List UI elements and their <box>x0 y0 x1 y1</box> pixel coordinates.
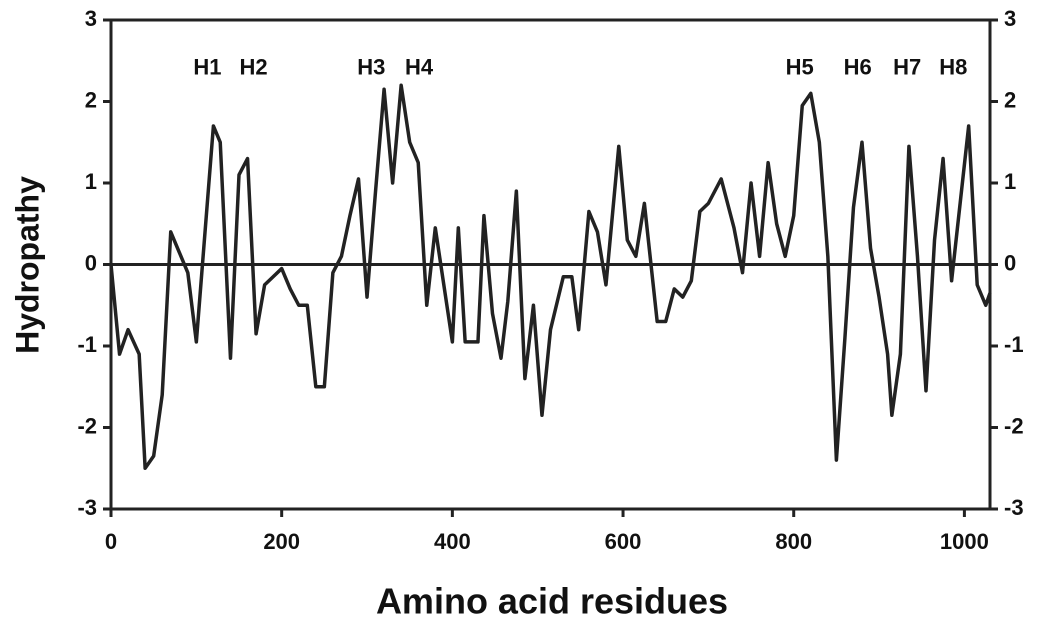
x-tick-label: 400 <box>434 529 471 554</box>
y-tick-label: -3 <box>77 495 97 520</box>
x-axis-label: Amino acid residues <box>376 581 728 622</box>
y2-tick-label: 0 <box>1004 250 1016 275</box>
x-tick-label: 1000 <box>940 529 989 554</box>
y-tick-label: 0 <box>85 250 97 275</box>
y2-tick-label: 1 <box>1004 169 1016 194</box>
annotation: H3 <box>357 55 385 80</box>
y-axis-label: Hydropathy <box>9 176 45 354</box>
y2-tick-label: 2 <box>1004 87 1016 112</box>
annotation: H1 <box>193 55 221 80</box>
x-tick-label: 200 <box>263 529 300 554</box>
y-tick-label: -1 <box>77 332 97 357</box>
annotation: H4 <box>405 55 434 80</box>
annotation: H5 <box>786 55 814 80</box>
y2-tick-label: 3 <box>1004 6 1016 31</box>
y2-tick-label: -3 <box>1004 495 1024 520</box>
y-tick-label: 3 <box>85 6 97 31</box>
y-tick-label: 1 <box>85 169 97 194</box>
y2-tick-label: -2 <box>1004 413 1024 438</box>
annotation: H2 <box>239 55 267 80</box>
y-tick-label: 2 <box>85 87 97 112</box>
y-tick-label: -2 <box>77 413 97 438</box>
annotation: H6 <box>844 55 872 80</box>
x-tick-label: 600 <box>605 529 642 554</box>
y2-tick-label: -1 <box>1004 332 1024 357</box>
data-line <box>109 83 992 470</box>
annotation: H7 <box>893 55 921 80</box>
annotation: H8 <box>939 55 967 80</box>
x-tick-label: 800 <box>775 529 812 554</box>
x-tick-label: 0 <box>105 529 117 554</box>
